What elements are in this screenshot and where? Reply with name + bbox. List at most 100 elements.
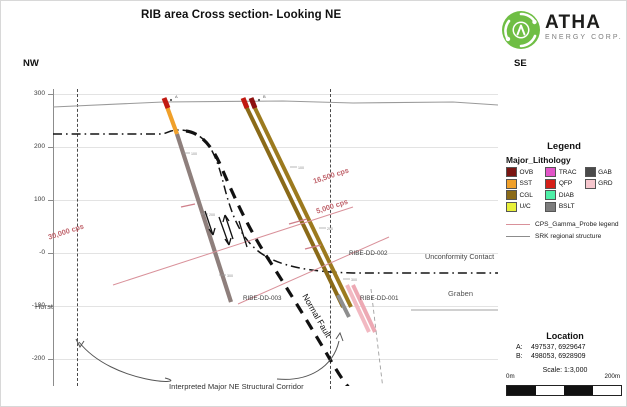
atha-energy-logo: ATHA ENERGY CORP. xyxy=(501,9,623,53)
scale-bar-seg-1 xyxy=(507,386,536,395)
legend-label-ovb: OVB xyxy=(519,168,534,176)
section-boundary-right xyxy=(330,89,331,389)
swatch-bslt xyxy=(545,201,557,212)
unconformity-contact-label: Unconformity Contact xyxy=(425,252,495,261)
drillhole-002-collar-dot xyxy=(257,98,261,102)
scale-bar-endpoints: 0m 200m xyxy=(506,373,620,382)
fault-arrow-up xyxy=(222,214,234,240)
legend-item-spacer xyxy=(585,190,622,200)
y-label-0: -0 xyxy=(39,249,45,256)
location-id-b: B: xyxy=(516,353,523,360)
legend-title: Legend xyxy=(547,141,581,152)
drillhole-003-collar-dot xyxy=(169,98,173,102)
drillhole-002-bslt xyxy=(336,294,351,318)
legend-label-gab: GAB xyxy=(598,168,612,176)
drillhole-002-cgl-b xyxy=(251,103,353,308)
legend-item-gab: GAB xyxy=(584,167,622,177)
y-axis xyxy=(53,89,54,386)
structural-corridor-label: Interpreted Major NE Structural Corridor xyxy=(169,382,304,391)
scale-label: Scale: 1:3,000 xyxy=(542,367,588,374)
logo-wordmark: ATHA xyxy=(545,12,602,33)
drillhole-002-collar-b xyxy=(248,97,258,109)
unconformity-contact-line xyxy=(53,129,498,274)
srk-line-sample xyxy=(506,235,530,237)
depth-tick-label: 300 xyxy=(227,274,233,278)
corridor-arrow-left xyxy=(78,341,172,382)
fault-arrow-down xyxy=(204,210,216,236)
corridor-arrowhead-left xyxy=(75,338,85,348)
swatch-qfp xyxy=(545,178,557,189)
legend-item-cgl: CGL xyxy=(506,190,543,200)
legend-label-cgl: CGL xyxy=(519,191,533,199)
drillhole-label-003: RIBE-DD-003 xyxy=(243,295,282,302)
legend-subtitle: Major_Lithology xyxy=(506,155,571,165)
location-coords-a: 497537, 6929647 xyxy=(531,343,586,351)
legend-item-ovb: OVB xyxy=(506,167,543,177)
drillhole-001-projection xyxy=(370,288,384,386)
drillhole-001-grd xyxy=(345,284,371,333)
cps-gamma-trace-1 xyxy=(112,206,354,286)
swatch-diab xyxy=(545,190,557,200)
legend-label-qfp: QFP xyxy=(558,180,573,187)
location-point-a: A: 497537, 6929647 xyxy=(506,344,624,351)
drillhole-003-collar-id: A xyxy=(175,94,178,99)
drillhole-003-sst xyxy=(164,103,179,135)
fault-arrow-down-2 xyxy=(218,216,232,246)
y-label--200: -200 xyxy=(31,355,45,362)
drillhole-label-002: RIBE-DD-002 xyxy=(349,250,388,257)
drillhole-label-001: RIBE-DD-001 xyxy=(360,295,399,302)
y-tick-100 xyxy=(48,200,53,201)
cross-section-plot: 300 200 100 -0 -100 -200 A 100 20 xyxy=(32,89,498,389)
region-label-graben: Graben xyxy=(448,289,474,298)
page-title: RIB area Cross section- Looking NE xyxy=(141,9,342,21)
scale-bar-seg-4 xyxy=(592,386,621,395)
gridline-0 xyxy=(53,253,498,254)
legend-line-cps: CPS_Gamma_Probe legend xyxy=(506,221,622,228)
scale-bar-seg-2 xyxy=(535,386,564,395)
drillhole-001-grd-b xyxy=(351,284,377,333)
swatch-trac xyxy=(545,167,557,177)
gridline-300 xyxy=(53,94,498,95)
drillhole-003-bslt xyxy=(175,133,233,303)
scale-end-label: 200m xyxy=(604,373,620,380)
normal-fault-line xyxy=(185,129,350,386)
lithology-swatch-grid: OVB TRAC GAB SST QFP GRD CGL DIA xyxy=(506,167,622,212)
legend-label-uc: U/C xyxy=(519,203,531,210)
swatch-grd xyxy=(584,178,596,189)
legend-label-bslt: BSLT xyxy=(558,203,575,210)
scale-start-label: 0m xyxy=(506,373,515,380)
cps-gamma-peak-2 xyxy=(304,244,322,250)
drillhole-003-collar xyxy=(161,97,171,109)
section-boundary-left xyxy=(77,89,78,386)
depth-tick-label: 200 xyxy=(327,227,333,231)
legend-item-qfp: QFP xyxy=(545,178,582,189)
atha-circular-logo-icon xyxy=(502,11,540,49)
legend-item-diab: DIAB xyxy=(545,190,582,200)
depth-tick-label: 300 xyxy=(351,278,357,282)
legend-panel: Legend Major_Lithology OVB TRAC GAB SST … xyxy=(506,141,622,240)
swatch-uc xyxy=(506,201,517,212)
legend-item-trac: TRAC xyxy=(545,167,582,177)
swatch-sst xyxy=(506,178,517,189)
corridor-arrow-right xyxy=(276,340,340,380)
location-title: Location xyxy=(546,331,584,341)
legend-label-sst: SST xyxy=(519,180,533,187)
swatch-cgl xyxy=(506,190,517,200)
legend-line-label-cps: CPS_Gamma_Probe legend xyxy=(535,220,619,228)
depth-tick-label: 100 xyxy=(298,166,304,170)
cps-gamma-peak-3 xyxy=(180,203,196,208)
legend-label-trac: TRAC xyxy=(558,168,577,176)
y-tick-300 xyxy=(48,94,53,95)
direction-label-nw: NW xyxy=(23,58,39,69)
logo-tagline: ENERGY CORP. xyxy=(545,34,623,41)
swatch-gab xyxy=(584,167,596,177)
y-label-100: 100 xyxy=(33,196,45,203)
geology-overlay: A 100 200 300 B 100 200 300 xyxy=(53,94,498,386)
corridor-arrowhead-right xyxy=(335,331,344,342)
cps-gamma-trace-2 xyxy=(237,236,390,305)
swatch-ovb xyxy=(506,167,517,177)
location-id-a: A: xyxy=(516,343,523,351)
direction-label-se: SE xyxy=(514,58,527,69)
cps-gamma-peak-1 xyxy=(288,218,308,225)
